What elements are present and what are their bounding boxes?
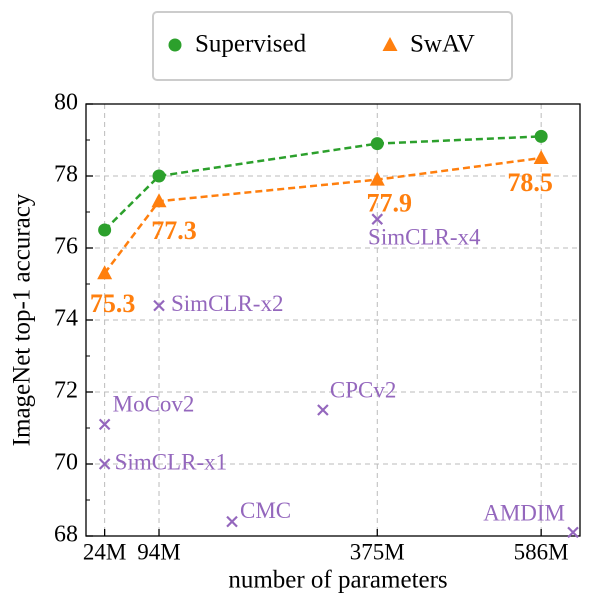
marker (152, 169, 166, 183)
point-label: CPCv2 (330, 377, 396, 402)
x-tick-label: 94M (137, 539, 180, 564)
series-line (103, 135, 542, 231)
point-label: SimCLR-x4 (368, 224, 481, 249)
marker (369, 171, 385, 186)
marker (98, 458, 111, 470)
marker (534, 129, 548, 143)
value-label: 77.9 (367, 189, 413, 218)
value-label: 75.3 (90, 289, 136, 318)
plot-frame (85, 103, 581, 537)
legend-box (152, 11, 513, 81)
series-line (103, 156, 542, 274)
legend-label: Supervised (195, 31, 307, 58)
point-label: AMDIM (483, 501, 565, 526)
x-tick-label: 586M (514, 539, 569, 564)
legend-label: SwAV (410, 31, 475, 58)
marker (226, 515, 238, 528)
y-tick-label: 72 (54, 378, 78, 404)
marker (98, 418, 111, 431)
y-tick-label: 74 (54, 306, 78, 332)
marker (371, 213, 384, 225)
legend-marker (382, 37, 398, 51)
value-label: 77.3 (151, 216, 197, 245)
point-label: MoCov2 (113, 392, 195, 417)
x-tick-label: 375M (350, 539, 405, 564)
x-tick-label: 24M (83, 539, 126, 564)
marker (98, 223, 112, 237)
marker (97, 265, 113, 280)
y-axis-label: ImageNet top-1 accuracy (9, 193, 36, 446)
marker (370, 137, 384, 151)
point-label: SimCLR-x1 (115, 449, 227, 474)
marker (533, 150, 549, 164)
y-tick-label: 80 (54, 90, 78, 116)
point-label: SimCLR-x2 (171, 291, 283, 316)
value-label: 78.5 (507, 168, 553, 197)
legend-marker (168, 38, 182, 52)
marker (567, 526, 579, 539)
y-tick-label: 76 (54, 234, 78, 260)
y-tick-label: 68 (54, 522, 78, 548)
marker (153, 299, 165, 312)
y-tick-label: 78 (54, 162, 78, 188)
x-axis-label: number of parameters (228, 567, 447, 594)
marker (151, 193, 167, 208)
y-tick-label: 70 (54, 450, 78, 476)
marker (317, 404, 329, 416)
point-label: CMC (240, 498, 291, 523)
